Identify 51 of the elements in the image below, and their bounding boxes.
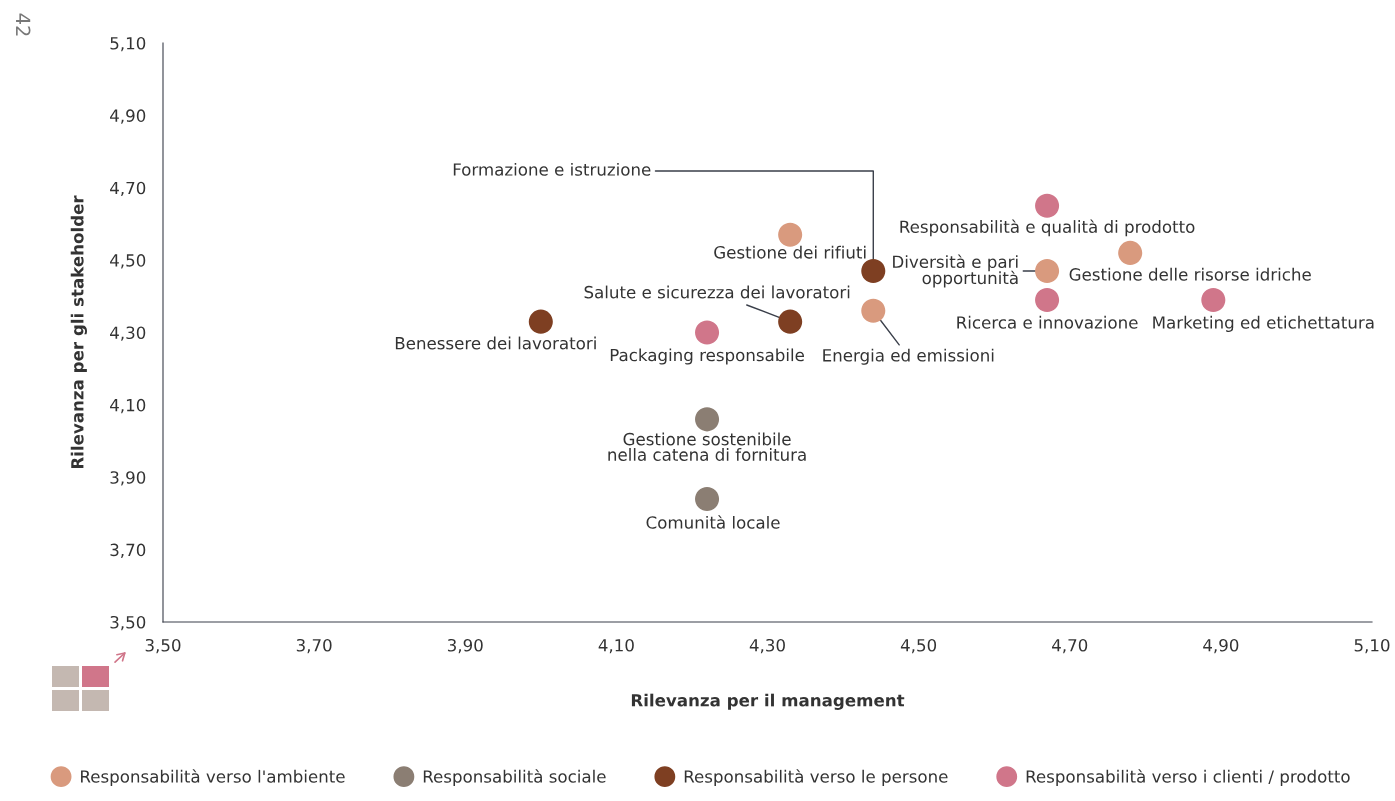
legend-label: Responsabilità sociale xyxy=(423,769,606,786)
text: 42 xyxy=(16,13,31,36)
annotation: Gestione delle risorse idriche xyxy=(1069,267,1311,281)
annotation: Energia ed emissioni xyxy=(823,348,994,365)
y-tick-label: 3,90 xyxy=(110,471,146,486)
y-tick-label: 5,10 xyxy=(110,36,146,52)
x-tick-label: 4,50 xyxy=(900,638,937,654)
point xyxy=(1201,287,1226,312)
x-tick-label: 3,90 xyxy=(447,638,483,654)
x-tick-label: 4,90 xyxy=(1203,638,1239,654)
x-tick-label: 3,70 xyxy=(296,638,332,654)
x-axis-title: Rilevanza per il management xyxy=(631,693,905,710)
point xyxy=(1035,258,1060,284)
point xyxy=(861,258,886,284)
y-axis-title: Rilevanza per gli stakeholder xyxy=(70,195,87,469)
point xyxy=(1035,193,1060,218)
point xyxy=(695,320,720,345)
y-tick-label: 3,70 xyxy=(110,543,146,558)
annotation: Marketing ed etichettatura xyxy=(1153,315,1374,332)
point xyxy=(695,407,720,432)
y-tick-label: 4,30 xyxy=(110,326,146,341)
annotation: Diversità e pari opportunità xyxy=(893,254,1018,288)
legend-label: Responsabilità verso l'ambiente xyxy=(81,769,345,786)
annotation: Gestione dei rifiuti xyxy=(714,245,866,259)
y-tick-label: 4,90 xyxy=(110,109,146,124)
y-tick-label: 4,70 xyxy=(110,181,146,197)
annotation: Ricerca e innovazione xyxy=(957,315,1138,329)
x-tick-label: 4,30 xyxy=(749,638,785,654)
point xyxy=(861,298,886,323)
point xyxy=(778,309,803,334)
annotation: Comunità locale xyxy=(646,515,780,529)
point xyxy=(778,222,803,247)
annotation: Benessere dei lavoratori xyxy=(395,336,596,350)
point xyxy=(695,486,720,511)
y-tick-label: 4,10 xyxy=(110,398,146,414)
y-tick-label: 3,50 xyxy=(110,615,146,631)
point xyxy=(1118,240,1143,265)
annotation: Salute e sicurezza dei lavoratori xyxy=(584,285,850,299)
annotation: Packaging responsabile xyxy=(610,348,804,365)
x-tick-label: 4,70 xyxy=(1052,638,1088,654)
point xyxy=(528,309,553,334)
x-tick-label: 4,10 xyxy=(598,638,634,654)
legend-label: Responsabilità verso i clienti / prodotto xyxy=(1026,769,1350,786)
annotation: Responsabilità e qualità di prodotto xyxy=(900,219,1195,237)
legend-label: Responsabilità verso le persone xyxy=(684,769,948,786)
annotation: Formazione e istruzione xyxy=(453,162,651,176)
point xyxy=(1035,287,1060,312)
x-tick-label: 5,10 xyxy=(1354,638,1390,654)
annotation: Gestione sostenibile nella catena di fornitura xyxy=(608,432,806,461)
x-tick-label: 3,50 xyxy=(145,638,181,654)
y-tick-label: 4,50 xyxy=(110,254,146,269)
